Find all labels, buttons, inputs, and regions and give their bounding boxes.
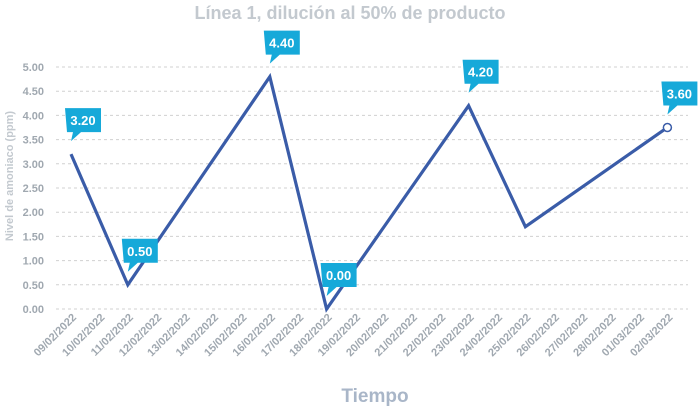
y-tick-label: 3.00 bbox=[23, 159, 44, 171]
y-tick-label: 2.00 bbox=[23, 207, 44, 219]
y-tick-label: 4.00 bbox=[23, 110, 44, 122]
y-tick-label: 4.50 bbox=[23, 86, 44, 98]
data-label-callout: 4.20 bbox=[462, 59, 499, 93]
data-point-marker bbox=[662, 122, 673, 133]
data-label: 3.60 bbox=[667, 87, 692, 102]
callout-box bbox=[65, 108, 101, 142]
callout-box bbox=[320, 263, 357, 296]
y-tick-label: 2.50 bbox=[23, 183, 44, 195]
x-axis-title: Tiempo bbox=[341, 386, 409, 407]
y-tick-label: 3.50 bbox=[23, 135, 44, 147]
data-label: 0.50 bbox=[127, 244, 152, 259]
callout-box bbox=[661, 81, 698, 115]
callout-box bbox=[462, 59, 499, 93]
data-label: 4.20 bbox=[468, 65, 493, 80]
data-label-callout: 0.50 bbox=[121, 238, 158, 272]
data-label: 3.20 bbox=[70, 113, 95, 128]
y-tick-label: 1.50 bbox=[23, 231, 44, 243]
data-label-callout: 3.60 bbox=[661, 81, 698, 115]
y-tick-label: 0.00 bbox=[23, 304, 44, 316]
callout-box bbox=[121, 238, 158, 272]
data-label-callout: 4.40 bbox=[263, 30, 300, 64]
chart-title: Línea 1, dilución al 50% de producto bbox=[194, 3, 506, 23]
series-line bbox=[69, 72, 669, 313]
callout-box bbox=[263, 30, 300, 64]
y-tick-label: 5.00 bbox=[23, 62, 44, 74]
data-label-callout: 3.20 bbox=[65, 108, 101, 142]
data-label: 4.40 bbox=[269, 36, 294, 51]
y-tick-label: 0.50 bbox=[23, 280, 44, 292]
y-tick-label: 1.00 bbox=[23, 256, 44, 268]
data-label-callout: 0.00 bbox=[320, 263, 357, 296]
data-label: 0.00 bbox=[326, 268, 351, 283]
